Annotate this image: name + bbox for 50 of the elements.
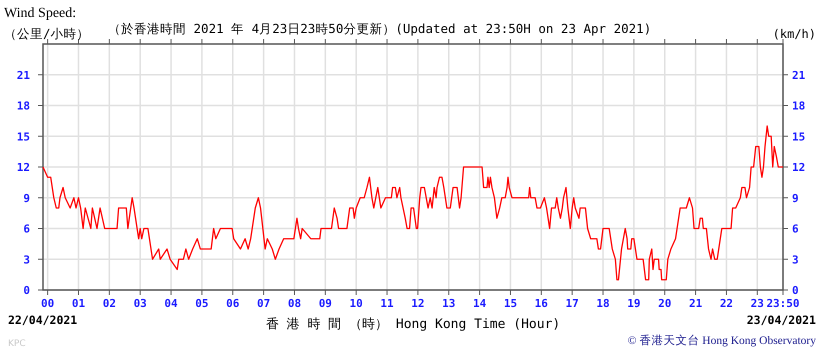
y2-tick-label: 15 xyxy=(792,130,806,144)
x-tick-label: 15 xyxy=(504,297,518,310)
chart-title: Wind Speed: xyxy=(4,6,76,21)
y2-tick-label: 18 xyxy=(792,100,806,112)
x-tick-label: 10 xyxy=(350,297,363,310)
y-tick-label: 21 xyxy=(16,68,30,82)
x-tick-label: 20 xyxy=(658,297,672,310)
y-tick-label: 9 xyxy=(23,192,30,205)
y-tick-label: 18 xyxy=(16,100,30,112)
x-tick-label: 00 xyxy=(41,297,54,310)
x-tick-label: 03 xyxy=(134,297,147,310)
y2-tick-label: 21 xyxy=(792,68,806,82)
y2-tick-label: 6 xyxy=(792,222,799,236)
y2-tick-label: 12 xyxy=(792,161,806,174)
y2-axis-title: (km/h) xyxy=(772,27,816,41)
x-tick-label: 12 xyxy=(411,297,425,310)
x-tick-label: 18 xyxy=(596,297,610,310)
x-tick-label: 04 xyxy=(164,297,178,310)
y-tick-label: 0 xyxy=(23,284,30,297)
x-tick-label: 22 xyxy=(720,297,734,310)
y-axis-title: （公里/小時） xyxy=(4,26,90,41)
text: 22/04/2021 xyxy=(8,313,78,327)
y2-tick-label: 9 xyxy=(792,192,799,205)
x-tick-label: 06 xyxy=(226,297,240,310)
x-tick-label: 05 xyxy=(195,297,209,310)
x-tick-label: 07 xyxy=(256,297,270,310)
x-tick-label: 01 xyxy=(72,297,86,310)
text: © 香港天文台 Hong Kong Observatory xyxy=(628,333,816,347)
x-tick-label: 11 xyxy=(380,297,394,310)
y-tick-label: 12 xyxy=(16,161,30,174)
x-tick-label: 23:50 xyxy=(766,297,800,310)
x-tick-label: 08 xyxy=(288,297,302,310)
x-tick-label: 21 xyxy=(688,297,703,310)
x-axis-title: 香 港 時 間 （時） Hong Kong Time (Hour) xyxy=(266,317,560,332)
y2-tick-label: 0 xyxy=(792,284,799,297)
chart-subtitle: （於香港時間 2021 年 4月23日23時50分更新）(Updated at 23:50H on 23 Apr 2021) xyxy=(108,21,652,36)
y-tick-label: 15 xyxy=(16,130,30,144)
x-tick-label: 19 xyxy=(627,297,640,310)
x-tick-label: 09 xyxy=(318,297,332,310)
text: 23/04/2021 xyxy=(746,313,816,327)
y2-tick-label: 3 xyxy=(792,253,799,266)
x-tick-label: 16 xyxy=(534,297,548,310)
x-tick-label: 02 xyxy=(102,297,116,310)
x-tick-label: 23 xyxy=(750,297,764,310)
x-tick-label: 17 xyxy=(566,297,579,310)
line-series xyxy=(42,125,784,280)
y-tick-label: 6 xyxy=(23,222,30,236)
x-tick-label: 14 xyxy=(472,297,487,310)
x-tick-label: 13 xyxy=(442,297,456,310)
y-tick-label: 3 xyxy=(23,253,30,266)
